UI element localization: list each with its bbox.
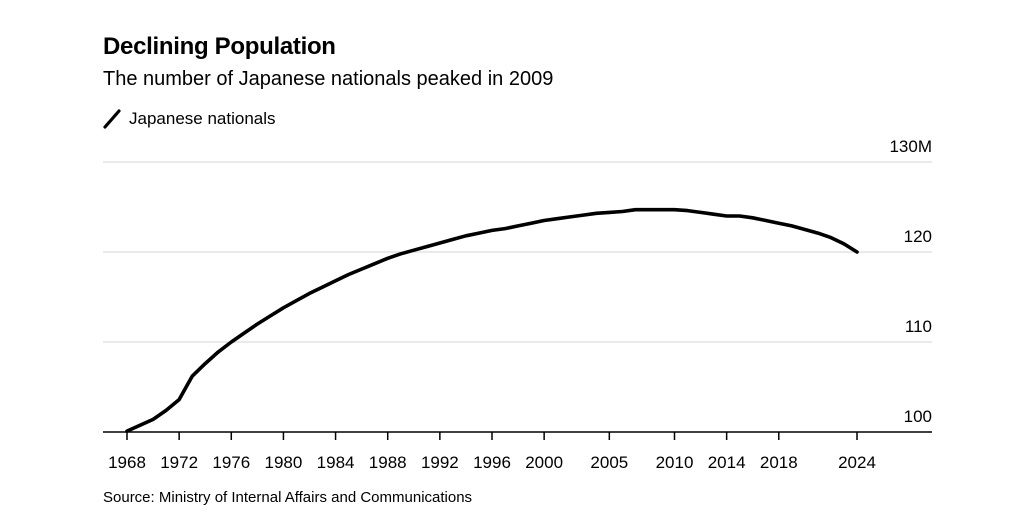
x-tick-label: 2014 xyxy=(708,453,746,472)
x-tick-label: 1976 xyxy=(212,453,250,472)
grid-lines xyxy=(103,161,932,343)
y-tick-label: 100 xyxy=(904,407,932,426)
y-tick-label: 120 xyxy=(904,227,932,246)
x-tick-label: 1996 xyxy=(473,453,511,472)
chart-subtitle: The number of Japanese nationals peaked … xyxy=(103,68,554,90)
y-tick-label: 110 xyxy=(905,317,932,336)
y-axis-labels: 100 110 120 130M xyxy=(889,137,932,426)
x-tick-label: 2000 xyxy=(525,453,563,472)
x-tick-label: 1984 xyxy=(317,453,355,472)
x-tick-label: 1980 xyxy=(265,453,303,472)
legend: Japanese nationals xyxy=(103,107,276,131)
x-tick-label: 2018 xyxy=(760,453,798,472)
x-tick-label: 1988 xyxy=(369,453,407,472)
series-line-0 xyxy=(125,207,859,433)
chart-title: Declining Population xyxy=(103,33,336,60)
x-axis: 1968 1972 1976 1980 1984 1988 1992 1996 2000 2005… xyxy=(103,431,932,472)
series-lines xyxy=(125,207,859,433)
x-tick-label: 2005 xyxy=(590,453,628,472)
x-tick-label: 2010 xyxy=(656,453,694,472)
x-tick-label: 2024 xyxy=(838,453,876,472)
x-tick-label: 1972 xyxy=(160,453,198,472)
legend-label: Japanese nationals xyxy=(129,109,276,128)
legend-line-icon xyxy=(103,109,121,129)
x-tick-label: 1992 xyxy=(421,453,459,472)
x-tick-label: 1968 xyxy=(108,453,146,472)
y-tick-label: 130M xyxy=(889,137,932,156)
source-note: Source: Ministry of Internal Affairs and… xyxy=(103,489,473,506)
